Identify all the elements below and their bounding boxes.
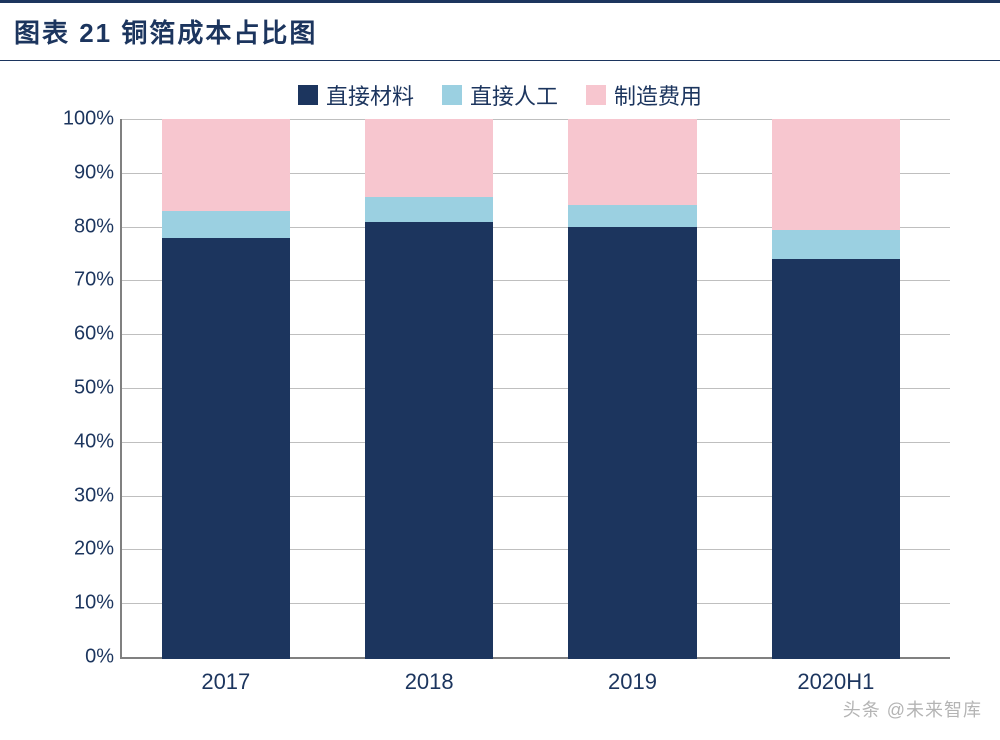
legend: 直接材料 直接人工 制造费用 (40, 79, 960, 111)
legend-item-direct_labor: 直接人工 (442, 79, 558, 111)
y-tick-label: 30% (50, 484, 114, 507)
bar-segment-direct_material (365, 222, 494, 659)
bar-segment-mfg_overhead (365, 119, 494, 197)
x-tick-label: 2020H1 (797, 669, 874, 695)
legend-swatch (586, 85, 606, 105)
bar-segment-mfg_overhead (772, 119, 901, 230)
legend-swatch (442, 85, 462, 105)
y-tick-label: 100% (50, 108, 114, 131)
y-tick-label: 20% (50, 538, 114, 561)
x-tick-label: 2018 (405, 669, 454, 695)
y-tick-label: 40% (50, 430, 114, 453)
y-tick-label: 0% (50, 646, 114, 669)
bar-segment-direct_material (772, 259, 901, 659)
chart-title: 图表 21 铜箔成本占比图 (14, 13, 986, 50)
bar-segment-mfg_overhead (162, 119, 291, 211)
bar-segment-direct_labor (365, 197, 494, 221)
bar-2020H1 (772, 119, 901, 659)
x-tick-label: 2019 (608, 669, 657, 695)
y-tick-label: 70% (50, 269, 114, 292)
chart-title-bar: 图表 21 铜箔成本占比图 (0, 0, 1000, 61)
chart-container: 直接材料直接人工制造费用 0%10%20%30%40%50%60%70%80%9… (0, 61, 1000, 709)
bar-segment-direct_material (568, 227, 697, 659)
bar-segment-direct_labor (162, 211, 291, 238)
bar-2019 (568, 119, 697, 659)
watermark: 头条 @未来智库 (843, 696, 982, 722)
bars-layer (120, 119, 950, 659)
y-tick-label: 60% (50, 323, 114, 346)
legend-label: 直接人工 (470, 79, 558, 111)
y-tick-label: 10% (50, 592, 114, 615)
y-tick-label: 90% (50, 161, 114, 184)
plot-area: 0%10%20%30%40%50%60%70%80%90%100% 201720… (120, 119, 950, 699)
bar-segment-direct_labor (568, 205, 697, 227)
legend-item-direct_material: 直接材料 (298, 79, 414, 111)
legend-label: 制造费用 (614, 79, 702, 111)
bar-2017 (162, 119, 291, 659)
bar-segment-mfg_overhead (568, 119, 697, 205)
y-tick-label: 80% (50, 215, 114, 238)
bar-segment-direct_material (162, 238, 291, 659)
x-tick-label: 2017 (201, 669, 250, 695)
legend-item-mfg_overhead: 制造费用 (586, 79, 702, 111)
x-axis-labels: 2017 2018 2019 2020H1 (120, 663, 950, 699)
bar-segment-direct_labor (772, 230, 901, 260)
y-tick-label: 50% (50, 377, 114, 400)
legend-label: 直接材料 (326, 79, 414, 111)
legend-swatch (298, 85, 318, 105)
bar-2018 (365, 119, 494, 659)
